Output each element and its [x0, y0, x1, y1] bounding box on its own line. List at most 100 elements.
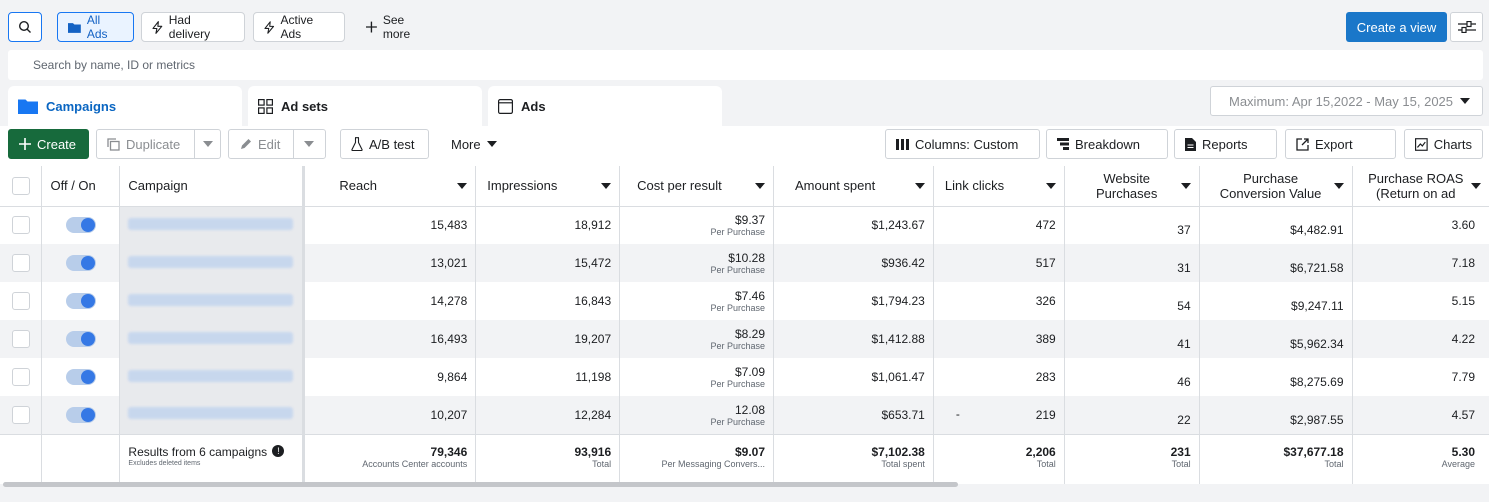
- sort-icon[interactable]: [1471, 182, 1481, 189]
- website-purchases-cell: 22: [1064, 396, 1200, 434]
- link-clicks-header[interactable]: Link clicks: [933, 166, 1065, 207]
- lightning-icon: [264, 20, 275, 34]
- date-range-label: Maximum: Apr 15,2022 - May 15, 2025: [1229, 93, 1454, 109]
- row-checkbox[interactable]: [11, 292, 30, 310]
- amount-spent-cell: $1,243.67: [773, 206, 934, 244]
- roas-header-line1: Purchase ROAS: [1368, 170, 1464, 186]
- sort-icon[interactable]: [1045, 182, 1056, 189]
- reports-label: Reports: [1202, 136, 1248, 152]
- campaign-name-cell[interactable]: [119, 320, 306, 358]
- create-button[interactable]: Create: [8, 129, 89, 159]
- see-more-label: See more: [382, 13, 411, 41]
- cost-per-result-subtext: Per Purchase: [710, 303, 765, 313]
- campaign-toggle[interactable]: [65, 217, 96, 234]
- totals-sublabel: Excludes deleted items: [128, 459, 201, 467]
- tab-ads[interactable]: Ads: [488, 86, 722, 126]
- total-clicks-sub: Total: [1036, 458, 1056, 469]
- reports-button[interactable]: Reports: [1174, 129, 1277, 159]
- campaign-name-cell[interactable]: [119, 244, 306, 282]
- campaign-name-cell[interactable]: [119, 358, 306, 396]
- campaign-name-cell[interactable]: [119, 396, 306, 434]
- total-cpr: $9.07: [734, 444, 765, 459]
- campaign-toggle[interactable]: [65, 331, 96, 347]
- search-icon: [18, 20, 31, 33]
- duplicate-button[interactable]: Duplicate: [96, 129, 221, 159]
- table-row[interactable]: 10,207 12,284 12.08 Per Purchase $653.71-219…: [0, 396, 1489, 434]
- view-settings-button[interactable]: [1450, 12, 1483, 42]
- campaign-toggle[interactable]: [65, 406, 96, 423]
- reach-header[interactable]: Reach: [303, 166, 477, 207]
- edit-dropdown-icon[interactable]: [304, 141, 314, 147]
- row-checkbox[interactable]: [11, 405, 30, 424]
- row-checkbox[interactable]: [11, 368, 30, 386]
- total-value-sub: Total: [1324, 458, 1344, 469]
- campaign-name-cell[interactable]: [119, 282, 306, 320]
- cost-per-result-value: 12.08: [734, 402, 765, 417]
- active-ads-filter[interactable]: Active Ads: [253, 12, 345, 42]
- conversion-value-header[interactable]: Purchase Conversion Value: [1199, 166, 1353, 207]
- more-button[interactable]: More: [440, 129, 502, 159]
- row-checkbox[interactable]: [11, 330, 30, 348]
- table-row[interactable]: 13,021 15,472 $10.28 Per Purchase $936.42 517…: [0, 244, 1489, 282]
- horizontal-scrollbar[interactable]: [3, 482, 958, 487]
- sort-icon[interactable]: [755, 182, 765, 189]
- columns-button[interactable]: Columns: Custom: [885, 129, 1040, 159]
- campaign-toggle[interactable]: [65, 255, 96, 271]
- ab-test-button[interactable]: A/B test: [340, 129, 429, 159]
- sort-icon[interactable]: [1180, 182, 1191, 189]
- chart-icon: [1415, 137, 1428, 151]
- select-all-checkbox[interactable]: [11, 176, 30, 195]
- had-delivery-filter[interactable]: Had delivery: [141, 12, 245, 42]
- table-row[interactable]: 9,864 11,198 $7.09 Per Purchase $1,061.47 283…: [0, 358, 1489, 396]
- totals-spacer: [0, 433, 43, 484]
- total-reach-sub: Accounts Center accounts: [362, 458, 468, 469]
- campaign-name-redacted: [128, 369, 294, 382]
- table-row[interactable]: 15,483 18,912 $9.37 Per Purchase $1,243.67 47…: [0, 206, 1489, 244]
- sort-icon[interactable]: [1333, 182, 1344, 189]
- reach-cell: 16,493: [303, 320, 477, 358]
- amount-spent-cell: $1,794.23: [773, 282, 934, 320]
- cost-per-result-header[interactable]: Cost per result: [619, 166, 774, 207]
- campaign-toggle[interactable]: [65, 369, 96, 385]
- create-view-button[interactable]: Create a view: [1346, 12, 1447, 42]
- tab-campaigns[interactable]: Campaigns: [8, 86, 242, 126]
- amount-spent-header[interactable]: Amount spent: [773, 166, 934, 207]
- impressions-header[interactable]: Impressions: [475, 166, 621, 207]
- campaign-toggle[interactable]: [65, 293, 96, 309]
- website-purchases-header[interactable]: Website Purchases: [1064, 166, 1200, 207]
- toggle-knob: [80, 407, 95, 422]
- row-select-cell: [0, 320, 43, 358]
- row-select-cell: [0, 206, 43, 244]
- sort-icon[interactable]: [914, 182, 925, 189]
- select-all-cell: [0, 166, 43, 207]
- breakdown-button[interactable]: Breakdown: [1046, 129, 1168, 159]
- campaign-name-redacted: [128, 255, 294, 268]
- table-row[interactable]: 16,493 19,207 $8.29 Per Purchase $1,412.88 38…: [0, 320, 1489, 358]
- sort-icon[interactable]: [601, 182, 612, 189]
- impressions-header-label: Impressions: [487, 178, 558, 194]
- link-clicks-value: 283: [1035, 370, 1056, 384]
- date-range-picker[interactable]: Maximum: Apr 15,2022 - May 15, 2025: [1210, 86, 1483, 116]
- reach-cell: 14,278: [303, 282, 477, 320]
- row-checkbox[interactable]: [11, 254, 30, 272]
- charts-button[interactable]: Charts: [1404, 129, 1483, 159]
- see-more-button[interactable]: See more: [355, 12, 441, 42]
- campaign-header[interactable]: Campaign: [119, 166, 306, 207]
- tab-ad-sets[interactable]: Ad sets: [248, 86, 482, 126]
- link-clicks-cell: 283: [933, 358, 1065, 396]
- roas-header[interactable]: Purchase ROAS (Return on ad: [1352, 166, 1489, 207]
- search-toggle-button[interactable]: [8, 12, 42, 42]
- all-ads-filter[interactable]: All Ads: [57, 12, 134, 42]
- export-button[interactable]: Export: [1285, 129, 1396, 159]
- table-row[interactable]: 14,278 16,843 $7.46 Per Purchase $1,794.23 32…: [0, 282, 1489, 320]
- info-icon[interactable]: !: [272, 444, 285, 457]
- row-checkbox[interactable]: [11, 216, 30, 235]
- link-clicks-cell: 326: [933, 282, 1065, 320]
- duplicate-dropdown-icon[interactable]: [203, 141, 213, 147]
- cost-per-result-value: $7.09: [734, 365, 765, 379]
- sort-icon[interactable]: [457, 182, 468, 189]
- toggle-knob: [80, 218, 95, 233]
- more-label: More: [451, 136, 481, 152]
- search-input[interactable]: Search by name, ID or metrics: [8, 50, 1483, 80]
- campaign-name-cell[interactable]: [119, 206, 306, 244]
